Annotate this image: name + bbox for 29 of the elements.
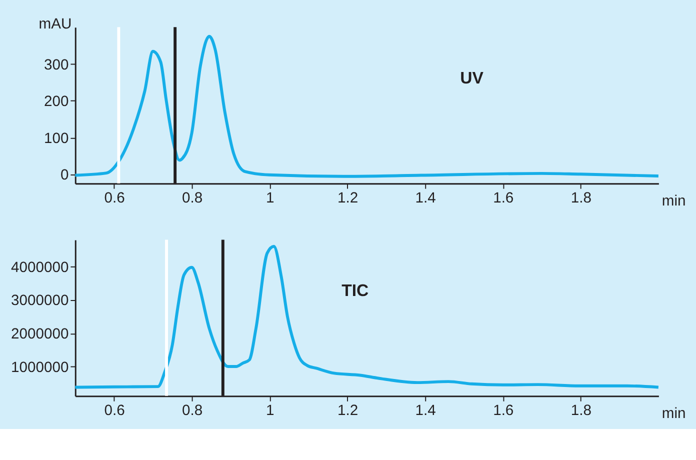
- x-tick-label: 1.2: [338, 403, 358, 420]
- x-tick-label: 1.4: [415, 403, 436, 420]
- x-tick-label: 1.6: [493, 190, 514, 207]
- y-tick-label: 300: [44, 57, 69, 74]
- x-tick-label: 1.4: [415, 190, 436, 207]
- x-tick-label: 1.8: [570, 190, 592, 207]
- line-series: [74, 34, 660, 178]
- x-tick-label: 1.2: [338, 190, 358, 207]
- x-tick-label: 1.6: [493, 403, 514, 420]
- y-tick-label: 3000000: [11, 293, 69, 310]
- y-tick-label: 100: [44, 130, 69, 147]
- annotation: TIC: [342, 281, 369, 300]
- x-tick-label: 1.8: [570, 403, 592, 420]
- x-tick-label: 0.6: [104, 403, 125, 420]
- y-tick-label: 1000000: [11, 360, 69, 376]
- line-series: [74, 244, 660, 389]
- x-axis-title: min: [662, 406, 686, 422]
- x-tick-label: 0.8: [182, 190, 203, 207]
- x-axis-title: min: [662, 194, 686, 210]
- y-tick-label: 2000000: [11, 326, 69, 343]
- x-tick-label: 1: [266, 403, 274, 420]
- y-axis-title: mAU: [38, 16, 72, 33]
- annotation: UV: [460, 68, 484, 88]
- y-tick-label: 200: [44, 94, 69, 110]
- x-tick-label: 1: [266, 190, 274, 207]
- x-tick-label: 0.8: [182, 403, 203, 420]
- x-tick-label: 0.6: [104, 190, 125, 207]
- y-tick-label: 4000000: [11, 260, 69, 276]
- y-tick-label: 0: [60, 168, 69, 184]
